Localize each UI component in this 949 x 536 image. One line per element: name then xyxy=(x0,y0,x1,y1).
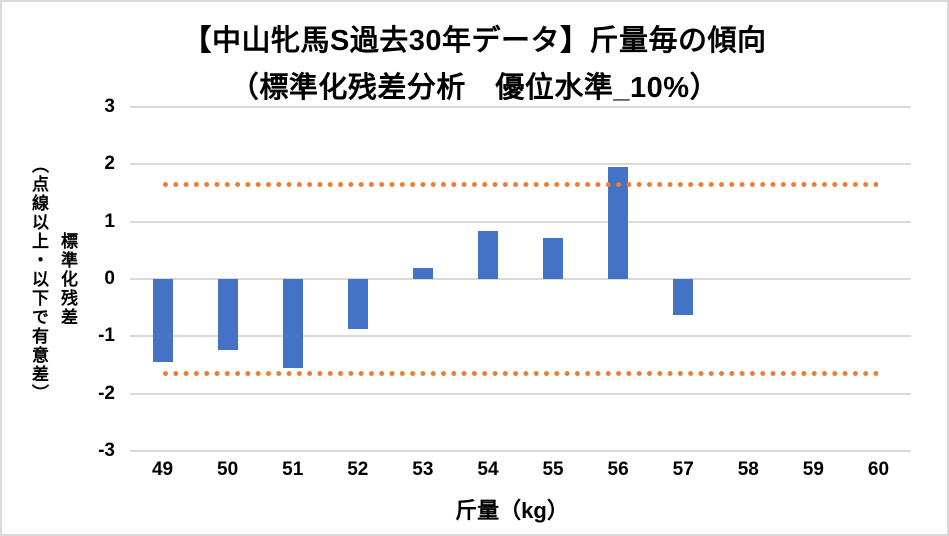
gridline xyxy=(130,278,911,280)
gridline xyxy=(130,392,911,395)
gridline xyxy=(130,220,911,223)
y-tick-label: 1 xyxy=(104,210,115,232)
bar xyxy=(477,231,498,279)
chart-title: 【中山牝馬S過去30年データ】斤量毎の傾向 xyxy=(182,25,767,57)
significance-threshold-line xyxy=(162,182,879,188)
y-tick-label: 0 xyxy=(104,268,115,289)
x-tick-label: 56 xyxy=(607,459,629,480)
gridline xyxy=(130,163,911,166)
x-tick-label: 51 xyxy=(282,459,304,480)
gridline xyxy=(130,335,911,338)
x-tick-label: 58 xyxy=(737,459,759,480)
plot-area xyxy=(130,106,911,452)
x-tick-label: 54 xyxy=(477,459,499,480)
x-tick-label: 55 xyxy=(542,459,564,480)
bar xyxy=(673,279,694,315)
y-axis-title-note: （点線以上・以下で有意差） xyxy=(29,155,48,403)
bar xyxy=(412,268,433,279)
y-tick-label: 2 xyxy=(104,153,115,175)
x-tick-label: 57 xyxy=(672,459,694,480)
x-tick-label: 59 xyxy=(802,459,824,480)
y-axis-title: 標準化残差 （点線以上・以下で有意差） xyxy=(24,107,82,451)
y-tick-label: 3 xyxy=(104,96,115,117)
y-axis-title-main: 標準化残差 xyxy=(58,231,77,327)
bar xyxy=(608,166,629,279)
bar xyxy=(347,279,368,329)
gridline xyxy=(130,106,911,108)
y-tick-label: -2 xyxy=(98,382,115,404)
x-axis-title: 斤量（kg） xyxy=(455,498,569,523)
bar xyxy=(543,238,564,279)
x-tick-label: 49 xyxy=(151,459,174,480)
x-tick-label: 53 xyxy=(412,459,434,480)
x-tick-label: 50 xyxy=(217,459,239,480)
bar xyxy=(282,279,303,368)
bar xyxy=(152,279,173,363)
gridline xyxy=(130,450,911,452)
y-tick-label: -1 xyxy=(98,325,115,347)
x-tick-label: 60 xyxy=(867,459,890,480)
significance-threshold-line xyxy=(162,370,879,376)
bar xyxy=(217,279,238,350)
y-tick-label: -3 xyxy=(98,440,115,461)
x-tick-label: 52 xyxy=(347,459,369,480)
chart-subtitle: （標準化残差分析 優位水準_10%） xyxy=(229,72,720,104)
